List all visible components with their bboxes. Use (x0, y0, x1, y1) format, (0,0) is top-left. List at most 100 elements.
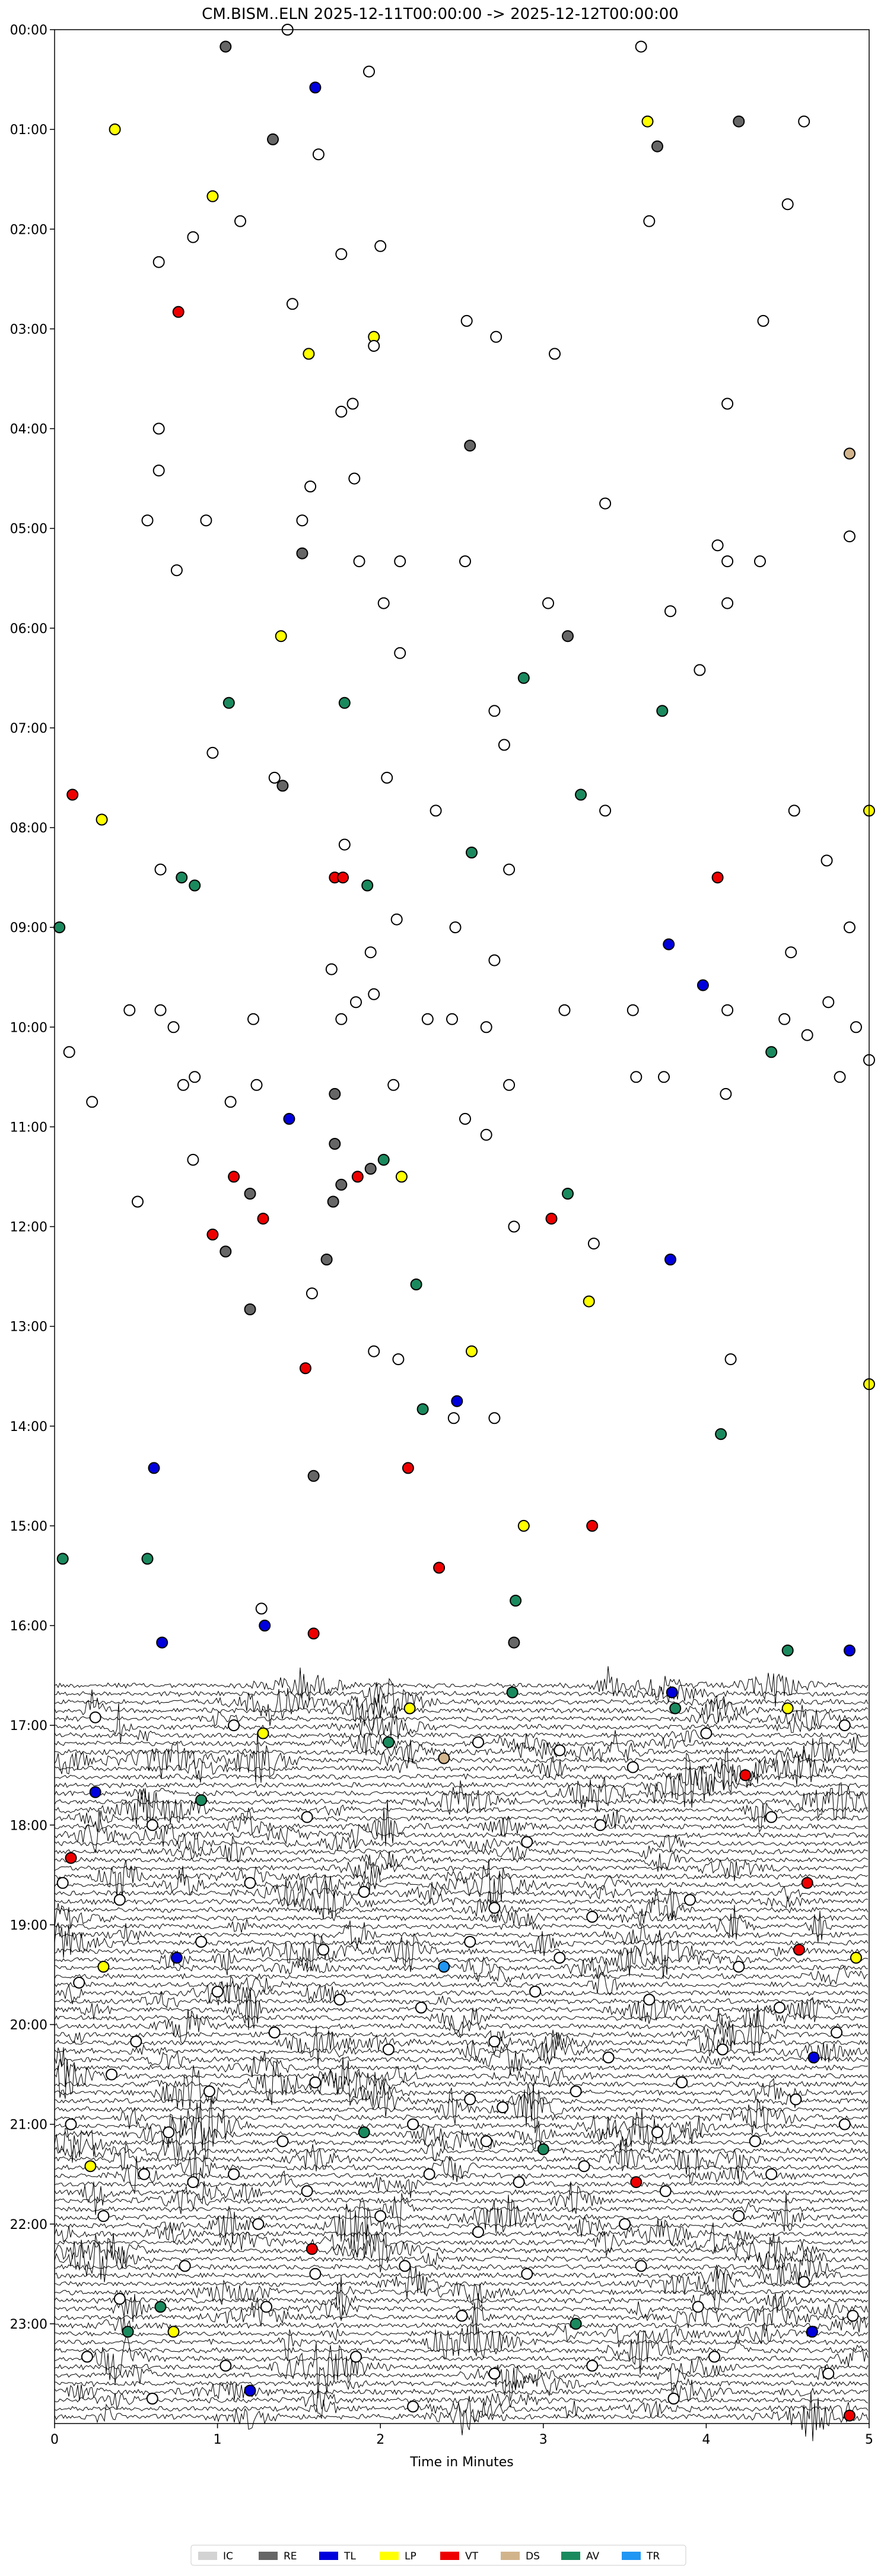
y-tick-label: 01:00 (10, 123, 47, 138)
event-point (831, 2026, 843, 2038)
event-point (460, 314, 473, 327)
event-point (466, 1345, 478, 1357)
event-point (335, 1178, 348, 1191)
event-point (416, 1403, 429, 1416)
event-point (132, 1195, 144, 1208)
event-point (260, 2301, 272, 2313)
event-point (368, 340, 380, 352)
event-point (296, 514, 308, 527)
event-point (228, 1719, 240, 1732)
event-point (490, 330, 502, 343)
trace-row (54, 1878, 869, 1907)
trace-row (54, 2181, 869, 2215)
event-point (382, 2043, 395, 2056)
event-point (542, 597, 554, 609)
event-point (488, 954, 501, 966)
event-point (113, 2292, 126, 2305)
seismic-traces (54, 1666, 869, 2441)
trace-row (54, 1809, 869, 1832)
event-point (390, 913, 403, 926)
legend-swatch (561, 2552, 580, 2560)
event-point (844, 2409, 855, 2422)
trace-row (54, 2391, 869, 2441)
event-point (402, 1462, 414, 1474)
event-point (364, 946, 377, 959)
x-tick-label: 4 (702, 2432, 710, 2447)
event-point (304, 481, 317, 492)
event-point (635, 40, 647, 53)
event-point (303, 348, 315, 360)
event-point (141, 1553, 154, 1565)
event-point (619, 2218, 631, 2230)
trace-row (54, 1855, 869, 1884)
event-point (329, 1138, 341, 1150)
event-point (56, 1553, 69, 1565)
event-point (177, 1079, 189, 1091)
event-point (301, 1811, 313, 1823)
trace-row (54, 2316, 869, 2334)
chart-title: CM.BISM..ELN 2025-12-11T00:00:00 -> 2025… (202, 5, 679, 23)
event-point (410, 1279, 422, 1290)
event-point (844, 1645, 855, 1656)
event-point (189, 879, 201, 892)
event-point (586, 2359, 599, 2372)
event-point (570, 2317, 582, 2330)
event-point (138, 2168, 150, 2180)
event-point (66, 788, 79, 801)
event-point (583, 1295, 595, 1308)
trace-row (54, 2047, 869, 2088)
event-point (838, 2118, 851, 2130)
trace-row (54, 2232, 869, 2273)
event-point (189, 1071, 201, 1083)
event-point (211, 1986, 224, 1998)
trace-row (54, 2108, 869, 2157)
event-point (338, 697, 351, 709)
trace-row (54, 1731, 869, 1783)
event-point (513, 2176, 525, 2189)
event-point (361, 879, 374, 892)
trace-row (54, 1788, 869, 1833)
event-point (309, 2076, 322, 2088)
event-point (399, 2260, 411, 2272)
legend-swatch (501, 2552, 520, 2560)
event-point (403, 1702, 416, 1715)
event-point (130, 2036, 142, 2048)
y-tick-label: 00:00 (10, 23, 47, 38)
event-point (602, 2052, 615, 2063)
event-point (801, 1029, 813, 1041)
event-point (374, 240, 387, 252)
event-point (172, 306, 185, 318)
event-point (806, 2326, 818, 2338)
trace-row (54, 1922, 869, 1958)
y-tick-label: 18:00 (10, 1818, 47, 1833)
trace-row (54, 2336, 869, 2384)
event-point (317, 1944, 330, 1956)
event-point (708, 2351, 721, 2363)
trace-row (54, 1930, 869, 1979)
trace-row (54, 2097, 869, 2160)
event-point (844, 447, 855, 460)
event-point (387, 1079, 400, 1091)
event-point (838, 1719, 851, 1732)
event-point (521, 1836, 533, 1848)
event-point (798, 115, 810, 128)
event-point (472, 1736, 484, 1748)
legend-swatch (622, 2552, 641, 2560)
event-point (286, 298, 298, 310)
event-point (325, 963, 338, 975)
event-point (195, 1936, 208, 1948)
y-tick-label: 10:00 (10, 1020, 47, 1035)
legend-label: TL (344, 2550, 356, 2562)
event-point (663, 938, 675, 950)
event-point (521, 2267, 533, 2280)
legend: IC RE TL LP VT DS AV TR (190, 2545, 686, 2566)
event-point (451, 1395, 463, 1407)
event-point (488, 2367, 501, 2380)
event-point (152, 465, 165, 477)
event-point (488, 1901, 501, 1914)
event-point (765, 1046, 778, 1058)
event-point (510, 1595, 522, 1607)
trace-row (54, 1809, 869, 1853)
trace-row (54, 1904, 869, 1942)
event-point (466, 847, 478, 858)
